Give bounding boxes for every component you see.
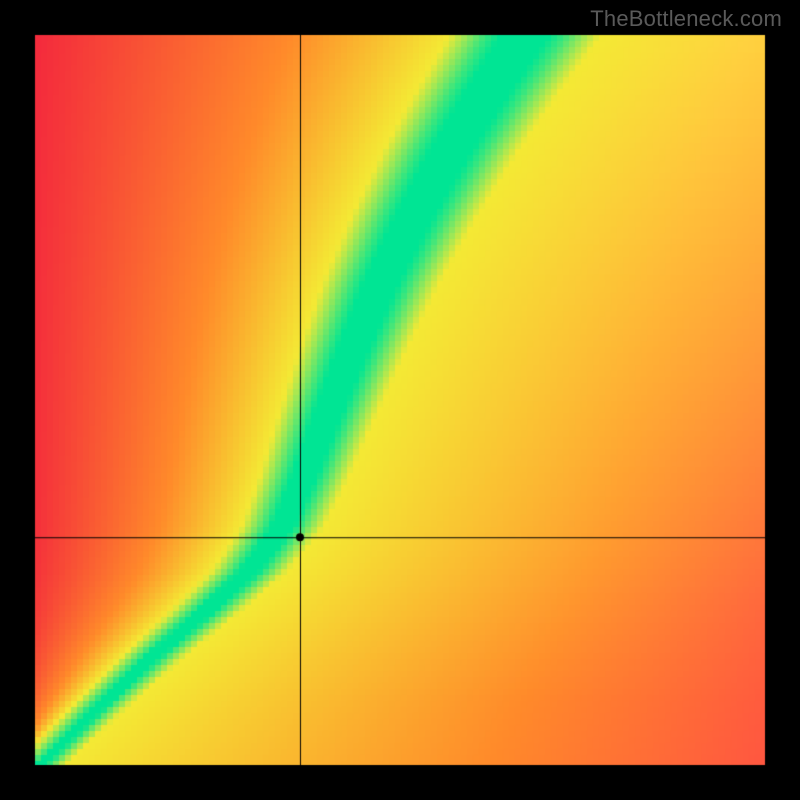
watermark-text: TheBottleneck.com [590, 6, 782, 32]
chart-container: TheBottleneck.com [0, 0, 800, 800]
bottleneck-heatmap [0, 0, 800, 800]
